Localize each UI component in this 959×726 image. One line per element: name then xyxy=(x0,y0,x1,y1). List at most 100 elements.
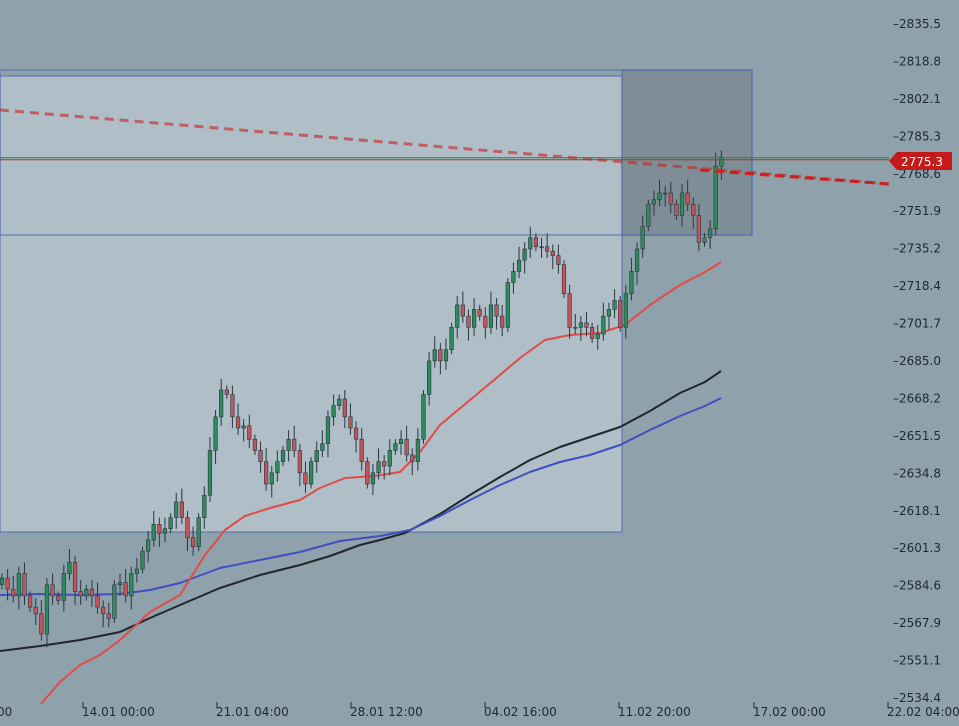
candle[interactable] xyxy=(190,526,196,556)
candle[interactable] xyxy=(213,410,218,464)
candle[interactable] xyxy=(269,466,274,498)
candle[interactable] xyxy=(325,410,331,458)
candle[interactable] xyxy=(235,403,241,435)
candle[interactable] xyxy=(22,562,27,605)
candle[interactable] xyxy=(640,215,645,258)
candle[interactable] xyxy=(140,546,145,574)
candle[interactable] xyxy=(370,463,376,496)
candle[interactable] xyxy=(44,578,50,648)
candle[interactable] xyxy=(230,385,235,429)
candle[interactable] xyxy=(50,573,55,605)
candle[interactable] xyxy=(432,336,437,368)
candle[interactable] xyxy=(595,325,600,350)
candle[interactable] xyxy=(314,441,319,473)
candle[interactable] xyxy=(466,309,471,341)
candle[interactable] xyxy=(56,591,61,605)
candle[interactable] xyxy=(421,389,426,444)
candle[interactable] xyxy=(685,179,690,211)
candle[interactable] xyxy=(713,152,718,236)
candle[interactable] xyxy=(674,199,679,220)
candle[interactable] xyxy=(528,226,533,258)
candle[interactable] xyxy=(95,582,100,614)
candle[interactable] xyxy=(438,342,443,375)
candle[interactable] xyxy=(67,548,72,581)
candle[interactable] xyxy=(696,204,701,252)
candle[interactable] xyxy=(612,289,617,319)
candle[interactable] xyxy=(634,242,640,285)
candle[interactable] xyxy=(72,555,78,605)
candle[interactable] xyxy=(134,557,139,583)
candle[interactable] xyxy=(567,284,572,339)
candle[interactable] xyxy=(157,517,162,547)
candle[interactable] xyxy=(117,573,123,596)
zone-band[interactable] xyxy=(0,69,753,236)
candle[interactable] xyxy=(606,302,612,330)
candle[interactable] xyxy=(348,403,353,435)
candle[interactable] xyxy=(16,566,21,610)
candle[interactable] xyxy=(129,566,134,610)
candle[interactable] xyxy=(398,430,404,455)
candle[interactable] xyxy=(359,428,364,471)
candle[interactable] xyxy=(179,488,184,525)
candle[interactable] xyxy=(449,322,454,355)
candle[interactable] xyxy=(39,600,44,641)
candle[interactable] xyxy=(112,580,117,623)
candle[interactable] xyxy=(646,199,651,232)
candle[interactable] xyxy=(106,602,111,628)
candle[interactable] xyxy=(224,385,229,399)
candle[interactable] xyxy=(297,443,302,487)
candle[interactable] xyxy=(589,322,595,343)
candle[interactable] xyxy=(174,492,179,529)
candle[interactable] xyxy=(280,445,286,467)
zone-dark[interactable] xyxy=(621,69,753,236)
candle[interactable] xyxy=(89,580,95,608)
candle[interactable] xyxy=(247,414,252,449)
candle[interactable] xyxy=(500,304,505,337)
candle[interactable] xyxy=(207,436,213,502)
candle[interactable] xyxy=(708,219,713,249)
candle[interactable] xyxy=(33,598,38,626)
candle[interactable] xyxy=(455,295,460,339)
candle[interactable] xyxy=(320,430,325,458)
candle[interactable] xyxy=(719,150,724,180)
candle[interactable] xyxy=(11,575,16,603)
candle[interactable] xyxy=(337,394,342,411)
candle[interactable] xyxy=(387,439,392,476)
candle[interactable] xyxy=(443,338,449,370)
candle[interactable] xyxy=(618,295,623,332)
candle[interactable] xyxy=(84,584,89,601)
candle[interactable] xyxy=(623,284,628,339)
candle[interactable] xyxy=(286,430,291,462)
candle[interactable] xyxy=(657,179,662,207)
candle[interactable] xyxy=(196,513,201,552)
trend-line-active[interactable] xyxy=(699,168,890,186)
candle[interactable] xyxy=(353,421,359,453)
candle[interactable] xyxy=(146,531,151,563)
candle[interactable] xyxy=(494,298,499,330)
candle[interactable] xyxy=(292,425,297,458)
candle[interactable] xyxy=(573,313,578,335)
candle[interactable] xyxy=(331,394,336,426)
candle[interactable] xyxy=(545,233,550,258)
candle[interactable] xyxy=(382,454,387,480)
candle[interactable] xyxy=(342,389,347,429)
candle[interactable] xyxy=(679,184,685,227)
candle[interactable] xyxy=(78,580,83,605)
candle[interactable] xyxy=(376,448,381,480)
candle[interactable] xyxy=(241,419,246,442)
candle[interactable] xyxy=(488,291,494,335)
candle[interactable] xyxy=(308,457,314,489)
candle[interactable] xyxy=(393,439,398,455)
candle[interactable] xyxy=(404,425,409,462)
candle[interactable] xyxy=(505,278,510,332)
candle[interactable] xyxy=(202,486,207,529)
candle[interactable] xyxy=(151,510,156,547)
candle[interactable] xyxy=(415,428,420,471)
zone-light[interactable] xyxy=(0,75,623,533)
trend-line[interactable] xyxy=(0,108,890,186)
candle[interactable] xyxy=(168,513,173,534)
candle[interactable] xyxy=(539,237,544,258)
candle[interactable] xyxy=(123,569,128,603)
candle[interactable] xyxy=(533,233,538,252)
